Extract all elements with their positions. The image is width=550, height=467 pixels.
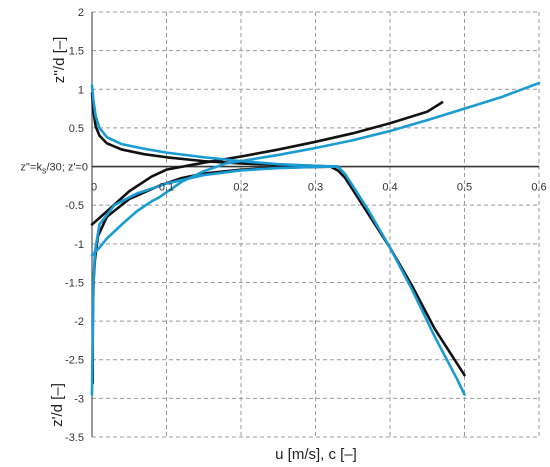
series-line-blue-7	[90, 165, 340, 396]
series-line-blue-8	[336, 165, 466, 396]
y-axis-label-upper: z''/d [–]	[51, 37, 68, 84]
y-tick-label-11: -3.5	[65, 432, 84, 444]
y-tick-label-10: -3	[74, 393, 84, 405]
x-tick-label-2: 0.2	[233, 182, 248, 194]
x-tick-label-0: 0	[91, 182, 97, 194]
y-tick-label-3: 0.5	[69, 123, 84, 135]
y-tick-label-2: 1	[78, 84, 84, 96]
series-lines	[90, 81, 541, 396]
series-line-black-3	[329, 165, 466, 377]
y-tick-label-1: 1.5	[69, 46, 84, 58]
y-tick-label-9: -2.5	[65, 355, 84, 367]
y-tick-label-6: -1	[74, 239, 84, 251]
series-line-blue-6	[157, 81, 541, 199]
x-axis-label: u [m/s], c [–]	[275, 446, 357, 463]
x-tick-label-4: 0.4	[382, 182, 397, 194]
series-line-black-0	[90, 91, 332, 168]
series-line-blue-5	[90, 196, 161, 257]
x-tick-label-5: 0.5	[457, 182, 472, 194]
zero-line-label: z''=ks/30; z'=0	[20, 162, 88, 176]
x-tick-label-3: 0.3	[308, 182, 323, 194]
y-tick-label-0: 2	[78, 7, 84, 19]
series-line-blue-4	[90, 84, 340, 168]
series-line-black-1	[90, 101, 444, 226]
y-tick-label-8: -2	[74, 316, 84, 328]
x-tick-label-1: 0.1	[159, 182, 174, 194]
y-tick-label-7: -1.5	[65, 277, 84, 289]
y-axis-label-lower: z'/d [–]	[49, 383, 66, 427]
grid	[92, 11, 540, 438]
y-tick-label-5: -0.5	[65, 200, 84, 212]
tick-labels: 0 0.1 0.2 0.3 0.4 0.5 0.6 2 1.5 1 0.5 z''=ks/30; z'…	[20, 7, 546, 444]
series-line-black-2	[91, 165, 340, 385]
x-tick-label-6: 0.6	[531, 182, 546, 194]
